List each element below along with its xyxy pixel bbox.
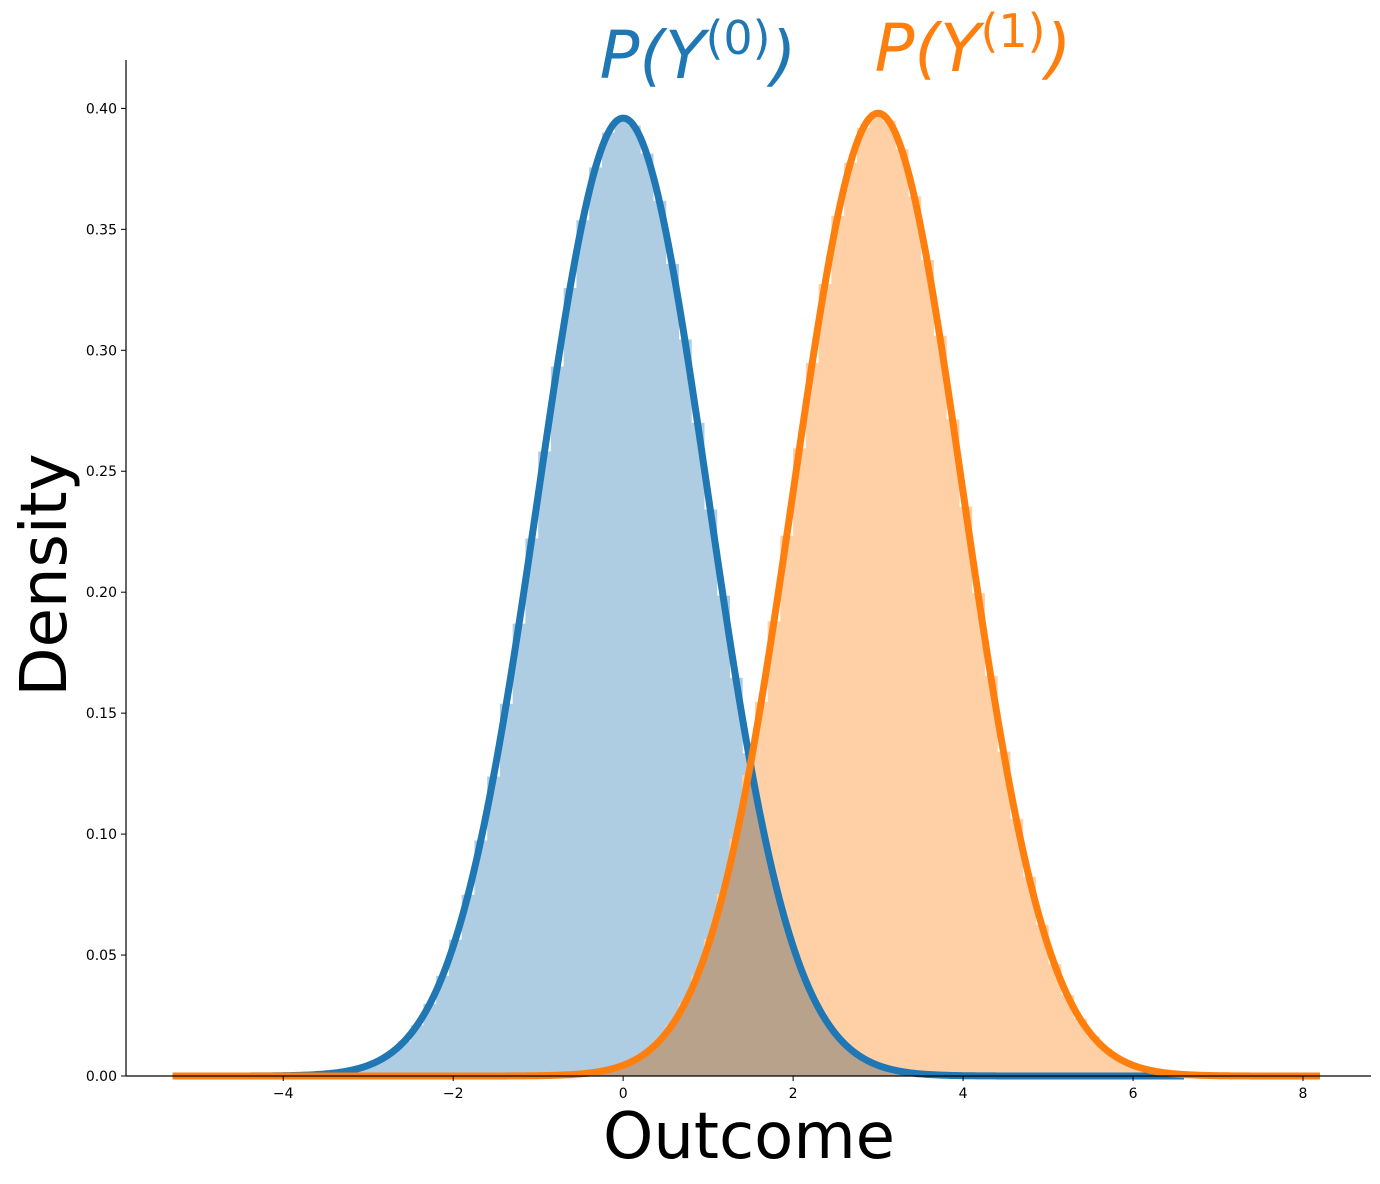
histogram-bar-series-0 [627, 125, 641, 1076]
histogram-bar-series-0 [678, 339, 692, 1076]
histogram-bar-series-1 [1035, 925, 1049, 1076]
y-tick-label: 0.30 [86, 343, 117, 359]
histogram-bar-series-1 [831, 215, 845, 1076]
histogram-bar-series-1 [895, 148, 909, 1076]
x-tick-label: −2 [443, 1086, 464, 1102]
series-label-y0: P(Y(0)) [600, 11, 797, 94]
histogram-bar-series-1 [1060, 994, 1075, 1076]
histogram-bar-series-1 [907, 196, 922, 1077]
histogram-bar-series-0 [410, 1025, 425, 1076]
histogram-bar-series-1 [1073, 1018, 1087, 1076]
histogram-bar-series-0 [665, 264, 679, 1076]
overlap-area [172, 118, 1185, 1076]
histogram-bar-series-1 [1022, 876, 1036, 1076]
histogram-bar-series-0 [423, 1003, 437, 1076]
y-tick-label: 0.10 [86, 827, 117, 843]
series-label-y0-sup: (0) [705, 11, 770, 65]
y-tick-label: 0.25 [86, 464, 117, 480]
histogram-bar-series-0 [461, 894, 476, 1076]
histogram-bar-series-0 [652, 200, 667, 1076]
histogram-bar-series-1 [1048, 964, 1062, 1076]
histogram-bar-series-0 [601, 132, 616, 1077]
histogram-bar-series-1 [971, 593, 985, 1076]
series-label-y1-close: ) [1041, 10, 1072, 87]
x-axis-label: Outcome [603, 1100, 895, 1174]
y-tick-label: 0.35 [86, 222, 117, 238]
y-tick-label: 0.15 [86, 706, 117, 722]
histogram-bar-series-1 [958, 506, 973, 1076]
y-tick-label: 0.05 [86, 948, 117, 964]
series-label-y1-sup: (1) [980, 4, 1045, 58]
histogram-bar-series-1 [1124, 1064, 1138, 1076]
x-tick-label: −4 [273, 1086, 294, 1102]
histogram-bar-series-0 [397, 1041, 412, 1076]
histogram-bar-series-1 [920, 259, 934, 1076]
histogram-bar-series-1 [844, 162, 858, 1076]
series-label-y0-close: ) [766, 17, 797, 94]
histogram-bar-series-1 [818, 284, 832, 1076]
x-tick-label: 4 [959, 1086, 968, 1102]
series-label-y0-main: P(Y [600, 17, 711, 94]
histogram-bar-series-0 [436, 975, 450, 1076]
y-axis-label: Density [8, 453, 82, 696]
x-tick-label: 2 [789, 1086, 798, 1102]
x-tick-label: 6 [1129, 1086, 1138, 1102]
histogram-bar-series-1 [793, 448, 807, 1077]
axes-layer: −4 −2 0 2 4 6 8 0.00 0.05 0.10 0.15 0.20 0.25 0.30 0.3… [86, 60, 1371, 1102]
histogram-bar-series-0 [640, 153, 654, 1077]
y-tick-label: 0.20 [86, 585, 117, 601]
histogram-bar-series-0 [589, 167, 603, 1077]
overlap-layer [172, 118, 1185, 1076]
histogram-layer [308, 113, 1189, 1077]
histogram-bar-series-0 [525, 538, 539, 1076]
histogram-bar-series-0 [538, 451, 552, 1077]
histogram-bar-series-0 [691, 422, 705, 1076]
histogram-bar-series-0 [499, 703, 514, 1076]
histogram-bar-series-1 [1086, 1036, 1100, 1076]
histogram-bar-series-0 [563, 288, 578, 1076]
histogram-bar-series-1 [984, 675, 998, 1076]
y-tick-label: 0.00 [86, 1069, 117, 1085]
histogram-bar-series-1 [869, 113, 883, 1076]
x-tick-label: 0 [619, 1086, 628, 1102]
histogram-bar-series-0 [576, 220, 590, 1076]
histogram-bar-series-0 [614, 118, 628, 1077]
histogram-bar-series-0 [550, 366, 565, 1076]
histogram-bar-series-1 [882, 120, 896, 1076]
histogram-bar-series-0 [474, 840, 488, 1076]
histogram-bar-series-0 [487, 776, 501, 1076]
x-tick-label: 8 [1299, 1086, 1308, 1102]
series-label-y1: P(Y(1)) [875, 4, 1072, 87]
histogram-bar-series-1 [997, 751, 1011, 1076]
series-label-y1-main: P(Y [875, 10, 986, 87]
histogram-bar-series-0 [512, 623, 527, 1076]
histogram-bar-series-0 [448, 939, 463, 1076]
histogram-bar-series-1 [805, 362, 820, 1077]
histogram-bar-series-1 [856, 127, 871, 1077]
histogram-bar-series-0 [359, 1066, 374, 1076]
histogram-bar-series-1 [1009, 818, 1024, 1076]
labels-layer: Outcome Density P(Y(0)) P(Y(1)) [8, 4, 1071, 1174]
histogram-bar-series-1 [933, 335, 947, 1077]
y-tick-label: 0.40 [86, 101, 117, 117]
histogram-bar-series-1 [946, 419, 960, 1076]
